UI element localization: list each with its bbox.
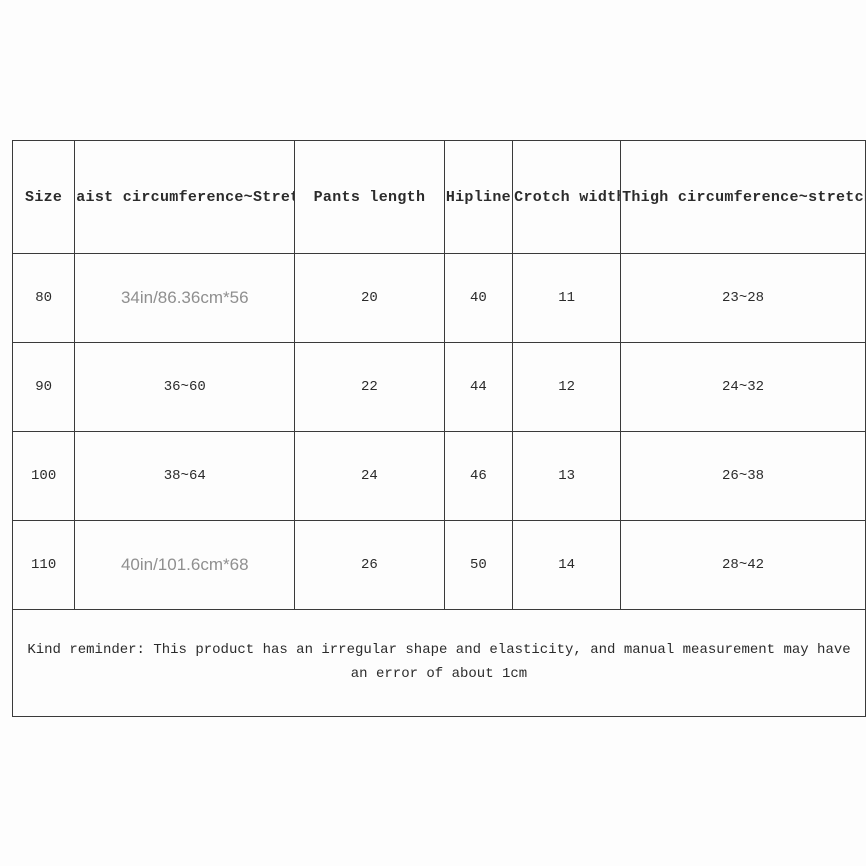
cell-waist: 38~64 — [75, 432, 295, 521]
cell-size: 110 — [13, 521, 75, 610]
col-header-size: Size — [13, 141, 75, 254]
cell-pants: 22 — [295, 343, 444, 432]
size-chart-container: Size aist circumference~Stretchin Pants … — [0, 0, 866, 717]
cell-thigh: 26~38 — [621, 432, 866, 521]
cell-size: 100 — [13, 432, 75, 521]
cell-thigh: 23~28 — [621, 254, 866, 343]
cell-thigh: 28~42 — [621, 521, 866, 610]
table-row: 90 36~60 22 44 12 24~32 — [13, 343, 866, 432]
col-header-crotch: Crotch width — [513, 141, 621, 254]
cell-hip: 46 — [444, 432, 512, 521]
col-header-waist: aist circumference~Stretchin — [75, 141, 295, 254]
col-header-hip: Hipline — [444, 141, 512, 254]
table-row: 80 34in/86.36cm*56 20 40 11 23~28 — [13, 254, 866, 343]
cell-crotch: 14 — [513, 521, 621, 610]
cell-pants: 20 — [295, 254, 444, 343]
cell-hip: 50 — [444, 521, 512, 610]
col-header-thigh: Thigh circumference~stretch — [621, 141, 866, 254]
cell-thigh: 24~32 — [621, 343, 866, 432]
cell-hip: 40 — [444, 254, 512, 343]
cell-crotch: 13 — [513, 432, 621, 521]
cell-size: 90 — [13, 343, 75, 432]
cell-waist: 40in/101.6cm*68 — [75, 521, 295, 610]
cell-waist: 36~60 — [75, 343, 295, 432]
cell-crotch: 12 — [513, 343, 621, 432]
cell-crotch: 11 — [513, 254, 621, 343]
table-row: 110 40in/101.6cm*68 26 50 14 28~42 — [13, 521, 866, 610]
footer-row: Kind reminder: This product has an irreg… — [13, 610, 866, 717]
header-row: Size aist circumference~Stretchin Pants … — [13, 141, 866, 254]
cell-hip: 44 — [444, 343, 512, 432]
cell-size: 80 — [13, 254, 75, 343]
table-row: 100 38~64 24 46 13 26~38 — [13, 432, 866, 521]
col-header-pants: Pants length — [295, 141, 444, 254]
size-chart-table: Size aist circumference~Stretchin Pants … — [12, 140, 866, 717]
cell-waist: 34in/86.36cm*56 — [75, 254, 295, 343]
cell-pants: 24 — [295, 432, 444, 521]
cell-pants: 26 — [295, 521, 444, 610]
footer-note: Kind reminder: This product has an irreg… — [13, 610, 866, 717]
